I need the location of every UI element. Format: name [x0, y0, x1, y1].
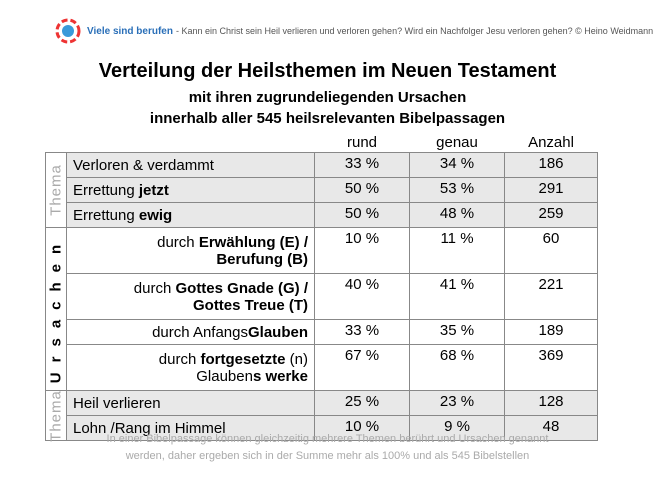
label-text: fortgesetzte — [200, 350, 286, 368]
cell: 11 % — [409, 227, 505, 274]
label-text: Erwählung (E) / — [198, 233, 308, 251]
cell: 53 % — [409, 177, 505, 203]
subtitle: mit ihren zugrundeliegenden Ursachen — [188, 89, 467, 106]
label-text: durch — [133, 279, 176, 297]
label-text: Gottes Gnade (G) / — [175, 279, 308, 297]
table-row: Errettung jetzt 50 % 53 % 291 — [46, 177, 598, 203]
label-line: Glaubens werke — [73, 368, 308, 385]
cell: 50 % — [314, 177, 410, 203]
cell: 48 — [504, 415, 598, 441]
cell: 23 % — [409, 390, 505, 416]
label-line: Lohn /Rang im Himmel — [73, 420, 308, 437]
cell: 186 — [504, 152, 598, 178]
label-text: Gottes Treue (T) — [192, 296, 308, 314]
cell: 60 — [504, 227, 598, 274]
cell: 40 % — [314, 273, 410, 320]
side-cell: Thema — [45, 152, 67, 228]
side-cell: Ursachen — [45, 227, 67, 391]
footnote: werden, daher ergeben sich in der Summe … — [125, 450, 530, 462]
row-label: durch Gottes Gnade (G) / Gottes Treue (T) — [66, 273, 315, 320]
label-text: jetzt — [138, 181, 169, 199]
column-header: Anzahl — [528, 134, 574, 151]
row-label: Errettung jetzt — [66, 177, 315, 203]
table: rund genau Anzahl Thema Verloren & verdammt 3… — [45, 133, 598, 441]
row-label: Verloren & verdammt — [66, 152, 315, 178]
label-text: Glauben — [196, 367, 253, 385]
label-line: durch Erwählung (E) / — [73, 234, 308, 251]
cell: 68 % — [409, 344, 505, 391]
cell: 128 — [504, 390, 598, 416]
table-row: Lohn /Rang im Himmel 10 % 9 % 48 — [46, 415, 598, 441]
cell: 10 % — [314, 415, 410, 441]
label-text: Errettung — [73, 206, 139, 224]
label-text: s werke — [252, 367, 308, 385]
label-text: ewig — [138, 206, 173, 224]
side-label: Ursachen — [47, 234, 65, 384]
label-text: Verloren & verdammt — [73, 156, 214, 174]
header-row: rund genau Anzahl — [46, 133, 598, 153]
cell: 259 — [504, 202, 598, 228]
cell: 34 % — [409, 152, 505, 178]
label-text: Heil verlieren — [73, 394, 161, 412]
cell: 221 — [504, 273, 598, 320]
cell: 48 % — [409, 202, 505, 228]
cell: 35 % — [409, 319, 505, 345]
blank — [67, 133, 315, 153]
label-line: Gottes Treue (T) — [73, 297, 308, 314]
table-row: Thema Verloren & verdammt 33 % 34 % 186 — [45, 152, 598, 228]
row-label: durch fortgesetzte (n) Glaubens werke — [66, 344, 315, 391]
label-line: Verloren & verdammt — [73, 157, 308, 174]
row-label: Lohn /Rang im Himmel — [66, 415, 315, 441]
footnote: In einer Bibelpassage können gleichzeiti… — [106, 433, 549, 445]
label-text: (n) — [285, 350, 308, 368]
header: Viele sind berufen - Kann ein Christ sei… — [55, 18, 653, 44]
label-line: Errettung jetzt — [73, 182, 308, 199]
cell: 50 % — [314, 202, 410, 228]
row-label: Heil verlieren — [66, 390, 315, 416]
cell: 67 % — [314, 344, 410, 391]
row-label: durch Erwählung (E) / Berufung (B) — [66, 227, 315, 274]
table-row: durch fortgesetzte (n) Glaubens werke 67 %… — [46, 344, 598, 391]
tagline: - Kann ein Christ sein Heil verlieren un… — [175, 26, 654, 36]
side-cell: Thema — [45, 390, 67, 441]
blank — [46, 133, 67, 153]
column-header: genau — [436, 134, 478, 151]
cell: 369 — [504, 344, 598, 391]
table-row: durch AnfangsGlauben 33 % 35 % 189 — [46, 319, 598, 345]
subtitle: innerhalb aller 545 heilsrelevanten Bibe… — [149, 110, 506, 127]
label-text: durch Anfangs — [152, 323, 248, 341]
table-row: Ursachen durch Erwählung (E) / Berufung (B… — [45, 227, 598, 391]
label-line: Errettung ewig — [73, 207, 308, 224]
cell: 291 — [504, 177, 598, 203]
row-label: Errettung ewig — [66, 202, 315, 228]
logo — [55, 18, 81, 44]
table-row: Errettung ewig 50 % 48 % 259 — [46, 202, 598, 228]
cell: 33 % — [314, 319, 410, 345]
cell: 41 % — [409, 273, 505, 320]
cell: 9 % — [409, 415, 505, 441]
label-line: Berufung (B) — [73, 251, 308, 268]
site-name[interactable]: Viele sind berufen — [87, 25, 173, 37]
label-text: Berufung (B) — [216, 250, 308, 268]
label-text: Glauben — [247, 323, 308, 341]
title: Verteilung der Heilsthemen im Neuen Test… — [98, 60, 557, 82]
label-line: durch AnfangsGlauben — [73, 324, 308, 341]
label-line: durch Gottes Gnade (G) / — [73, 280, 308, 297]
cell: 33 % — [314, 152, 410, 178]
table-row: Thema Heil verlieren 25 % 23 % 128 — [45, 390, 598, 441]
column-header: rund — [346, 134, 378, 151]
cell: 25 % — [314, 390, 410, 416]
cell: 10 % — [314, 227, 410, 274]
table-row: durch Gottes Gnade (G) / Gottes Treue (T)… — [46, 273, 598, 320]
label-line: durch fortgesetzte (n) — [73, 351, 308, 368]
label-text: durch — [158, 350, 201, 368]
label-text: durch — [157, 233, 199, 251]
row-label: durch AnfangsGlauben — [66, 319, 315, 345]
label-line: Heil verlieren — [73, 395, 308, 412]
side-label: Thema — [47, 164, 65, 216]
label-text: Errettung — [73, 181, 139, 199]
cell: 189 — [504, 319, 598, 345]
label-text: Lohn /Rang im Himmel — [73, 419, 226, 437]
